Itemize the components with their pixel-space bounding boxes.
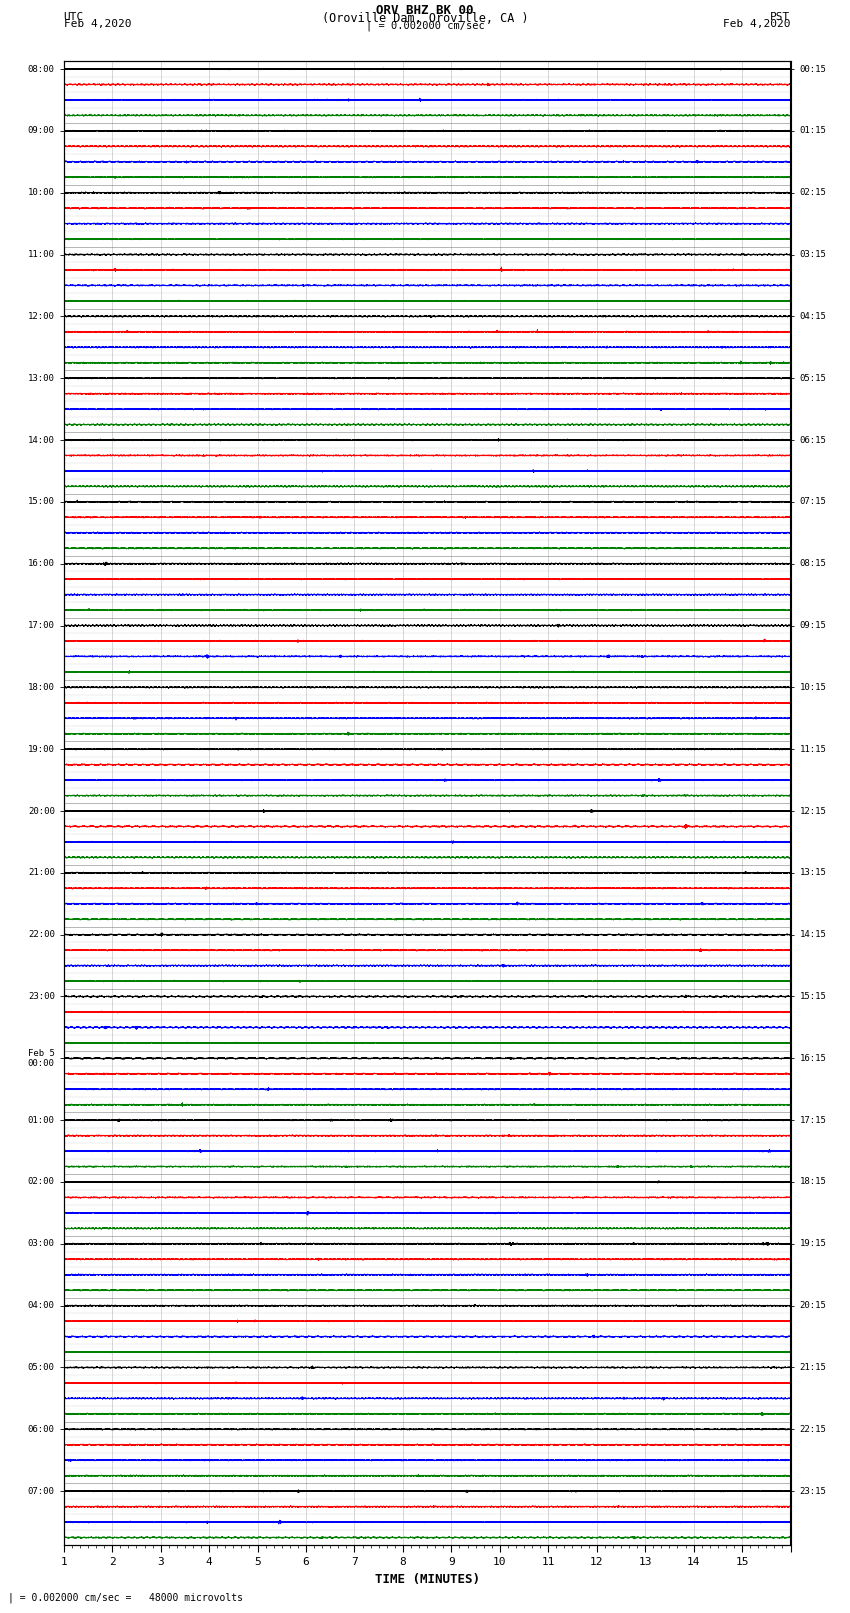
X-axis label: TIME (MINUTES): TIME (MINUTES) [375,1573,479,1586]
Text: (Oroville Dam, Oroville, CA ): (Oroville Dam, Oroville, CA ) [321,11,529,26]
Text: | = 0.002000 cm/sec =   48000 microvolts: | = 0.002000 cm/sec = 48000 microvolts [8,1592,243,1603]
Text: Feb 4,2020: Feb 4,2020 [723,19,791,29]
Text: ORV BHZ BK 00: ORV BHZ BK 00 [377,5,473,18]
Text: Feb 4,2020: Feb 4,2020 [64,19,131,29]
Text: UTC: UTC [64,11,84,23]
Text: PST: PST [770,11,790,23]
Text: | = 0.002000 cm/sec: | = 0.002000 cm/sec [366,19,484,31]
